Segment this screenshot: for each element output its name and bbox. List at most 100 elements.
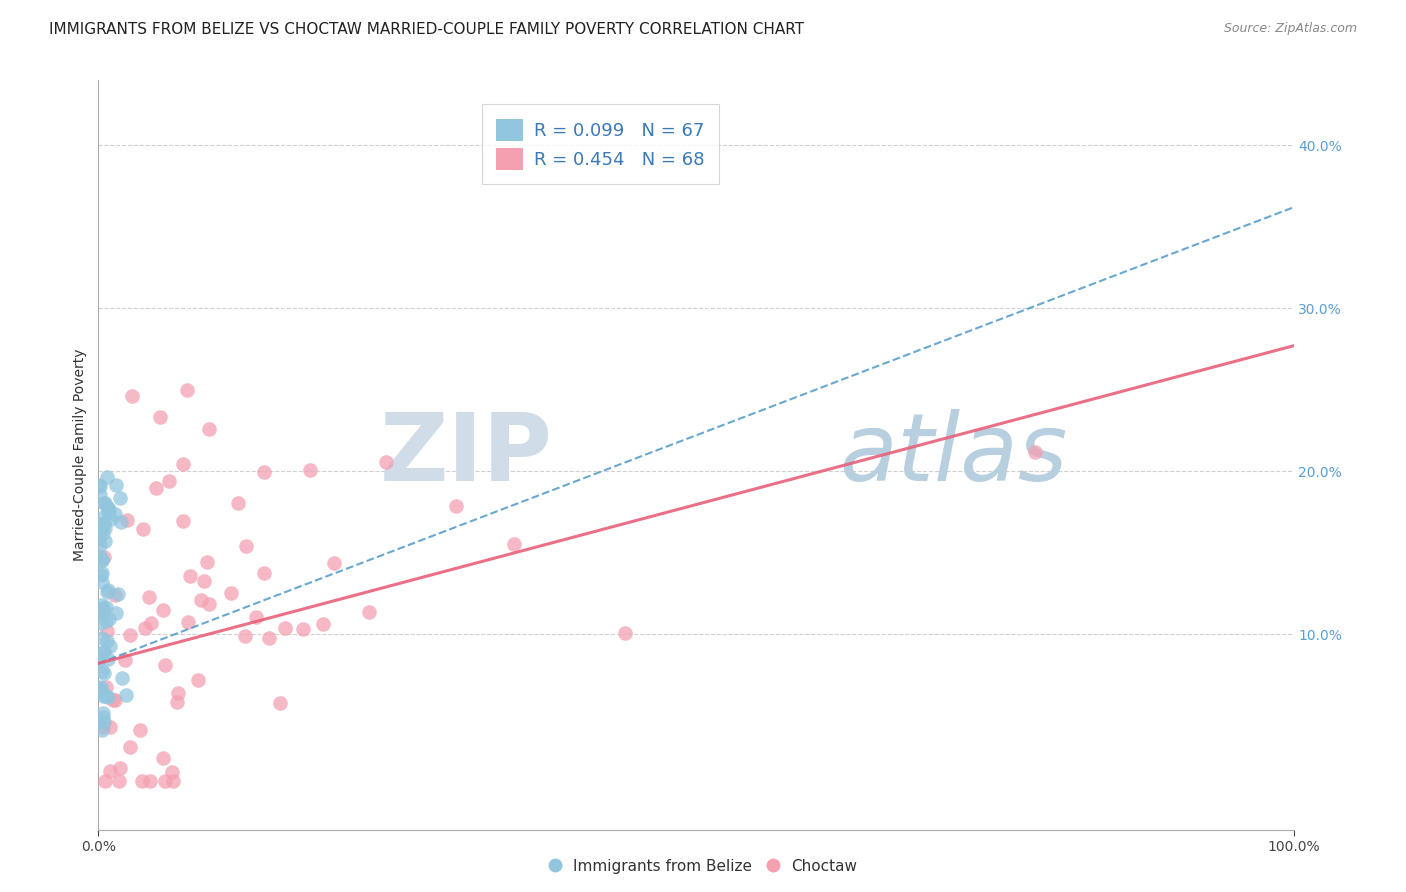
Point <box>274 621 297 635</box>
Point <box>198 597 221 611</box>
Point <box>89 488 111 502</box>
Point <box>149 409 172 424</box>
Point <box>157 474 180 488</box>
Point <box>190 593 212 607</box>
Point <box>134 621 156 635</box>
Point <box>90 632 112 646</box>
Point <box>98 720 121 734</box>
Point <box>257 631 280 645</box>
Point <box>90 605 112 619</box>
Point <box>108 491 131 505</box>
Point <box>114 688 136 702</box>
Point <box>253 566 276 580</box>
Point <box>90 646 112 660</box>
Point <box>93 644 115 658</box>
Point <box>90 723 112 737</box>
Point <box>153 657 176 672</box>
Point <box>104 606 127 620</box>
Point <box>323 556 346 570</box>
Point <box>90 598 112 612</box>
Point <box>120 627 142 641</box>
Point <box>91 516 114 531</box>
Point <box>89 523 111 537</box>
Point <box>91 706 114 721</box>
Point <box>101 693 124 707</box>
Point <box>233 629 256 643</box>
Point <box>139 773 162 788</box>
Point <box>89 549 111 563</box>
Point <box>87 532 110 546</box>
Point <box>93 496 115 510</box>
Point <box>104 693 127 707</box>
Point <box>97 651 120 665</box>
Text: IMMIGRANTS FROM BELIZE VS CHOCTAW MARRIED-COUPLE FAMILY POVERTY CORRELATION CHAR: IMMIGRANTS FROM BELIZE VS CHOCTAW MARRIE… <box>49 22 804 37</box>
Point <box>90 616 112 631</box>
Point <box>94 615 117 629</box>
Point <box>87 605 110 619</box>
Point <box>114 653 136 667</box>
Point <box>614 626 637 640</box>
Point <box>121 389 143 403</box>
Legend: R = 0.099   N = 67, R = 0.454   N = 68: R = 0.099 N = 67, R = 0.454 N = 68 <box>482 104 718 185</box>
Point <box>176 383 198 397</box>
Point <box>91 574 114 589</box>
Point <box>375 454 398 468</box>
Point <box>108 773 131 788</box>
Point <box>98 639 121 653</box>
Point <box>90 604 112 618</box>
Point <box>100 511 122 525</box>
Point <box>93 534 115 549</box>
Point <box>162 773 184 788</box>
Y-axis label: Married-Couple Family Poverty: Married-Couple Family Poverty <box>73 349 87 561</box>
Point <box>96 624 118 638</box>
Point <box>98 502 121 516</box>
Point <box>91 665 114 679</box>
Point <box>93 665 115 680</box>
Point <box>187 673 209 687</box>
Point <box>104 588 127 602</box>
Point <box>90 510 112 524</box>
Point <box>503 537 526 551</box>
Point <box>172 514 194 528</box>
Point <box>91 601 114 615</box>
Point <box>87 478 110 492</box>
Point <box>177 615 200 629</box>
Point <box>446 500 468 514</box>
Point <box>94 773 117 788</box>
Point <box>94 495 117 509</box>
Point <box>253 465 276 479</box>
Point <box>110 761 132 775</box>
Point <box>118 740 141 755</box>
Legend: Immigrants from Belize, Choctaw: Immigrants from Belize, Choctaw <box>543 853 863 880</box>
Point <box>93 516 115 530</box>
Point <box>93 604 115 618</box>
Point <box>96 599 118 614</box>
Point <box>131 773 153 788</box>
Text: atlas: atlas <box>839 409 1067 500</box>
Point <box>152 603 174 617</box>
Point <box>91 566 114 580</box>
Point <box>172 458 194 472</box>
Point <box>96 681 118 695</box>
Point <box>90 568 112 582</box>
Point <box>93 549 115 564</box>
Point <box>97 504 120 518</box>
Point <box>96 469 118 483</box>
Point <box>94 521 117 535</box>
Point <box>91 710 114 724</box>
Point <box>359 605 381 619</box>
Point <box>97 612 120 626</box>
Point <box>91 602 114 616</box>
Point <box>312 616 335 631</box>
Point <box>228 496 250 510</box>
Point <box>87 653 110 667</box>
Text: Source: ZipAtlas.com: Source: ZipAtlas.com <box>1223 22 1357 36</box>
Point <box>195 556 218 570</box>
Point <box>292 622 315 636</box>
Point <box>93 689 115 703</box>
Point <box>89 538 111 552</box>
Point <box>96 500 118 515</box>
Point <box>107 586 129 600</box>
Point <box>298 463 321 477</box>
Point <box>1024 445 1046 459</box>
